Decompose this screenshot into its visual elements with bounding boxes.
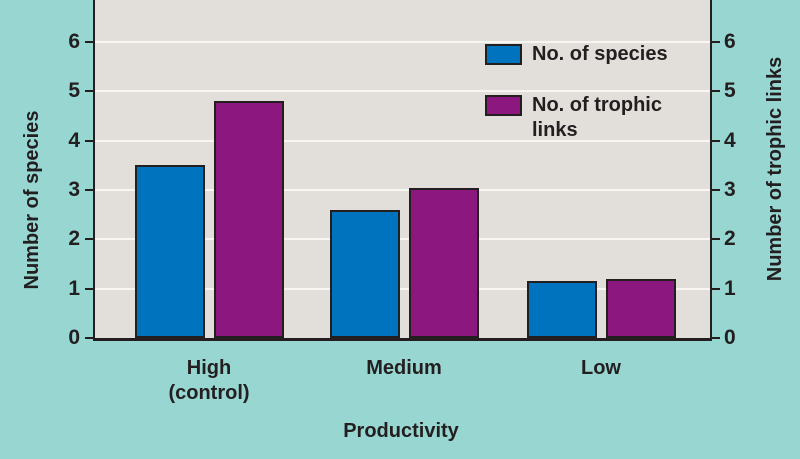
y-tick-label-right-3: 3 [724, 177, 736, 201]
y-tick-right-2 [712, 238, 720, 241]
y-tick-left-4 [85, 139, 93, 142]
y-tick-left-6 [85, 40, 93, 43]
y-tick-label-left-1: 1 [68, 276, 80, 300]
y-tick-left-2 [85, 238, 93, 241]
legend: No. of species No. of trophic links [485, 42, 694, 143]
plot-area: No. of species No. of trophic links [93, 0, 712, 341]
x-category-label-high-control-line1: High [186, 357, 232, 379]
gridline-6 [95, 40, 710, 43]
y-tick-label-left-6: 6 [68, 29, 80, 53]
y-tick-label-right-5: 5 [724, 79, 736, 103]
y-tick-label-right-6: 6 [724, 29, 736, 53]
bar-no-of-species-low [526, 281, 597, 338]
x-category-label-high-control-line2: (control) [168, 382, 250, 404]
y-tick-label-left-2: 2 [68, 227, 80, 251]
y-tick-label-right-2: 2 [724, 227, 736, 251]
legend-swatch-trophic-links [485, 95, 522, 116]
y-tick-label-right-4: 4 [724, 128, 736, 152]
x-category-label-low: Low [581, 357, 621, 379]
bar-no-of-species-high-control [134, 165, 205, 338]
y-tick-right-4 [712, 139, 720, 142]
legend-label-trophic-links: No. of trophic links [532, 94, 662, 141]
gridline-3 [95, 188, 710, 191]
y-tick-right-5 [712, 90, 720, 93]
y-tick-right-6 [712, 40, 720, 43]
bar-no-of-trophic-links-high-control [213, 101, 284, 338]
legend-label-species: No. of species [532, 43, 668, 65]
bar-no-of-species-medium [329, 210, 400, 338]
x-axis-title: Productivity [343, 420, 459, 442]
gridline-4 [95, 139, 710, 142]
y-tick-right-1 [712, 287, 720, 290]
y-tick-label-left-5: 5 [68, 79, 80, 103]
y-tick-right-3 [712, 188, 720, 191]
y-tick-left-3 [85, 188, 93, 191]
y-tick-label-left-3: 3 [68, 177, 80, 201]
legend-swatch-species [485, 44, 522, 65]
y-tick-left-1 [85, 287, 93, 290]
y-tick-right-0 [712, 337, 720, 339]
y-tick-label-right-0: 0 [724, 326, 736, 349]
y-axis-title-right: Number of trophic links [764, 56, 786, 282]
gridline-5 [95, 90, 710, 93]
legend-item-trophic-links: No. of trophic links [485, 93, 694, 143]
y-tick-left-5 [85, 90, 93, 93]
gridline-2 [95, 238, 710, 241]
x-category-label-medium: Medium [366, 357, 442, 379]
y-tick-label-left-0: 0 [68, 326, 80, 349]
bar-no-of-trophic-links-medium [408, 188, 479, 338]
y-tick-label-right-1: 1 [724, 276, 736, 300]
legend-item-species: No. of species [485, 42, 694, 67]
y-tick-label-left-4: 4 [68, 128, 80, 152]
bar-no-of-trophic-links-low [605, 279, 676, 338]
gridline-1 [95, 287, 710, 290]
y-tick-left-0 [85, 337, 93, 339]
